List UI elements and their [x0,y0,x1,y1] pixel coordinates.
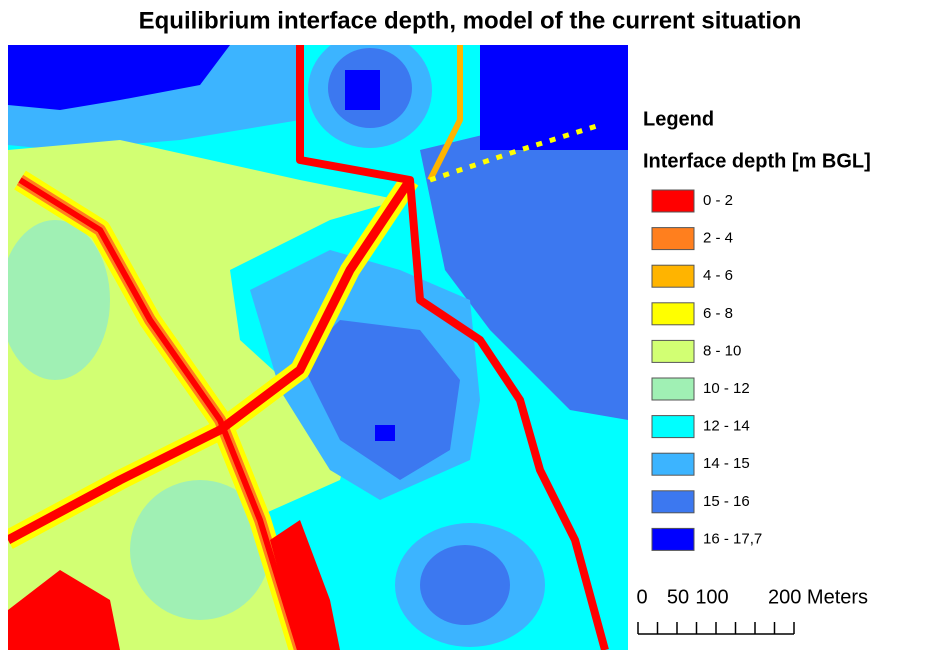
legend-title: Interface depth [m BGL] [643,150,871,172]
legend-swatch [652,528,694,550]
legend-label: 2 - 4 [703,230,733,247]
legend-swatch [652,303,694,325]
scale-label: 50 [667,586,689,608]
legend-label: 4 - 6 [703,267,733,284]
map-region [0,220,110,380]
legend: 0 - 2 2 - 4 4 - 6 6 - 8 8 - 10 10 - 12 12 - 14… [652,190,762,550]
map-region [480,45,628,150]
legend-swatch [652,416,694,438]
map-title: Equilibrium interface depth, model of th… [139,7,802,34]
scale-label: 200 Meters [768,586,868,608]
scale-label: 0 [636,586,647,608]
legend-label: 12 - 14 [703,418,750,435]
legend-label: 10 - 12 [703,380,750,397]
legend-swatch [652,228,694,250]
legend-swatch [652,265,694,287]
legend-heading: Legend [643,108,714,130]
scale-label: 100 [695,586,728,608]
legend-label: 6 - 8 [703,305,733,322]
map-region [420,545,510,625]
legend-label: 16 - 17,7 [703,530,762,547]
legend-swatch [652,491,694,513]
scale-bar: 0 50 100 200 Meters [636,586,868,634]
legend-label: 8 - 10 [703,342,741,359]
legend-label: 0 - 2 [703,192,733,209]
legend-label: 14 - 15 [703,455,750,472]
legend-swatch [652,190,694,212]
map [0,32,628,650]
map-region [345,70,380,110]
legend-label: 15 - 16 [703,493,750,510]
legend-swatch [652,340,694,362]
legend-swatch [652,378,694,400]
legend-swatch [652,453,694,475]
map-region [375,425,395,441]
page: Equilibrium interface depth, model of th… [0,0,948,650]
